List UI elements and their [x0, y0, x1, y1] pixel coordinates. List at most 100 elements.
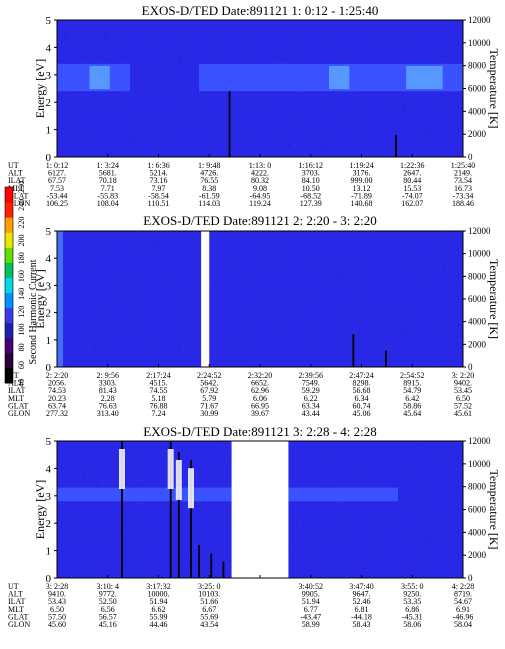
y2-tick-label: 10000: [468, 38, 491, 48]
spectrogram-speckle: [140, 80, 142, 82]
spectrogram-speckle: [452, 335, 455, 337]
y2-tick-label: 0: [468, 152, 473, 162]
table-cell: 1:13: 0: [249, 161, 271, 170]
spectrogram-speckle: [101, 283, 103, 285]
spectrogram-speckle: [128, 473, 131, 475]
table-cell: 80.32: [251, 176, 269, 185]
spectrogram-speckle: [194, 152, 196, 154]
spectrogram-speckle: [172, 280, 174, 282]
table-cell: 3: 2:28: [46, 582, 68, 591]
spectrogram-speckle: [244, 153, 246, 154]
table-cell: 3: 2:20: [452, 371, 474, 380]
table-cell: 56.57: [99, 612, 117, 621]
table-cell: 74.53: [48, 386, 66, 395]
spectrogram-speckle: [214, 327, 216, 329]
spectrogram-speckle: [282, 58, 285, 60]
spectrogram-speckle: [218, 471, 220, 472]
spectrogram-speckle: [255, 20, 257, 22]
spectrogram-speckle: [298, 313, 300, 315]
spectrogram-speckle: [420, 444, 422, 446]
spectrogram-speckle: [332, 50, 334, 52]
spectrogram-speckle: [158, 535, 160, 537]
colorbar-tick-label: 60: [17, 361, 26, 369]
spectrogram-speckle: [73, 518, 75, 520]
spectrogram-speckle: [292, 472, 294, 474]
spectrogram-speckle: [320, 268, 323, 270]
spectrogram-speckle: [391, 283, 393, 285]
spectrogram-speckle: [266, 277, 268, 279]
spectrogram-speckle: [351, 245, 353, 247]
spectrogram-speckle: [214, 358, 216, 359]
spectrogram-speckle: [95, 319, 97, 321]
spectrogram-speckle: [143, 454, 145, 456]
table-cell: 54.67: [454, 597, 472, 606]
spectrogram-speckle: [266, 309, 268, 311]
spectrogram-speckle: [246, 315, 248, 317]
spectrogram-speckle: [237, 108, 239, 110]
spectrogram-spike-highlight: [118, 449, 125, 489]
colorbar-label: Second Harmonic Current: [28, 259, 39, 364]
table-cell: 162.07: [401, 199, 423, 208]
spectrogram-speckle: [104, 153, 107, 155]
spectrogram-speckle: [265, 95, 267, 97]
spectrogram-speckle: [425, 491, 427, 493]
spectrogram-speckle: [397, 44, 399, 46]
spectrogram-speckle: [377, 240, 379, 242]
spectrogram-speckle: [101, 244, 104, 246]
spectrogram-speckle: [67, 144, 69, 146]
table-cell: 2:39:56: [299, 371, 323, 380]
table-cell: 51.94: [302, 597, 320, 606]
spectrogram-speckle: [215, 468, 217, 470]
spectrogram-speckle: [198, 264, 201, 265]
table-row-label: ILAT: [8, 597, 25, 606]
spectrogram-speckle: [174, 65, 176, 67]
spectrogram-speckle: [247, 283, 249, 285]
table-cell: -73.34: [453, 191, 474, 200]
spectrogram-speckle: [102, 482, 104, 484]
table-cell: 5642.: [200, 379, 218, 388]
spectrogram-speckle: [348, 343, 350, 345]
y-tick-label: 2: [46, 518, 52, 530]
spectrogram-speckle: [226, 462, 228, 464]
spectrogram-speckle: [321, 533, 323, 535]
table-cell: 8.38: [202, 184, 216, 193]
spectrogram-band: [57, 487, 232, 502]
y-axis-label: Energy [eV]: [33, 269, 47, 328]
spectrogram-band: [288, 487, 399, 502]
spectrogram-speckle: [370, 552, 372, 554]
table-cell: 76.63: [99, 401, 117, 410]
spectrogram-speckle: [193, 323, 195, 325]
spectrogram-speckle: [241, 285, 243, 287]
spectrogram-speckle: [138, 239, 140, 241]
table-cell: 58.99: [302, 620, 320, 629]
spectrogram-speckle: [390, 111, 392, 113]
table-row-label: ALT: [8, 169, 23, 178]
spectrogram-speckle: [393, 262, 395, 264]
spectrogram-hot-region: [406, 65, 443, 90]
spectrogram-speckle: [130, 323, 132, 325]
table-cell: 2.28: [101, 394, 115, 403]
table-cell: 1: 6:36: [147, 161, 169, 170]
spectrogram-speckle: [122, 278, 124, 280]
spectrogram-speckle: [129, 240, 131, 242]
table-cell: 53.35: [403, 597, 421, 606]
table-cell: 55.69: [200, 612, 218, 621]
spectrogram-speckle: [262, 123, 264, 125]
table-cell: 7.53: [50, 184, 64, 193]
spectrogram-speckle: [418, 263, 420, 265]
spectrogram-speckle: [122, 528, 124, 530]
spectrogram-speckle: [156, 242, 158, 244]
spectrogram-speckle: [186, 479, 188, 480]
spectrogram-speckle: [402, 296, 404, 298]
spectrogram-speckle: [336, 305, 338, 307]
spectrogram-speckle: [401, 307, 403, 309]
spectrogram-speckle: [367, 461, 369, 462]
spectrogram-speckle: [185, 314, 187, 315]
spectrogram-speckle: [429, 552, 431, 554]
spectrogram-speckle: [262, 240, 264, 242]
table-cell: 106.25: [46, 199, 68, 208]
spectrogram-speckle: [323, 468, 325, 470]
colorbar-segment: [5, 187, 13, 203]
table-cell: 8915.: [403, 379, 421, 388]
spectrogram-speckle: [316, 359, 318, 361]
